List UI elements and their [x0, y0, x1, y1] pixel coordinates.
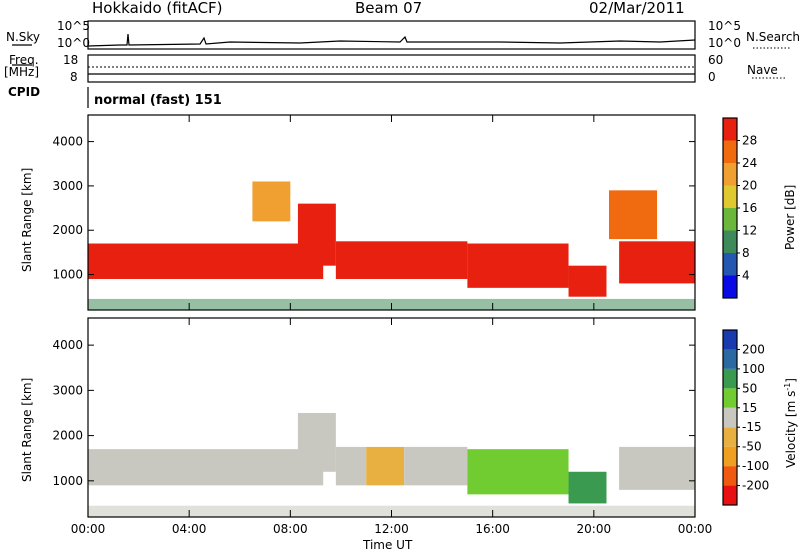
power-colorbar: 4 8 12 16 20 24 28 — [722, 117, 757, 299]
x-tick-label: 16:00 — [475, 522, 510, 536]
time-xlabel: Time UT — [363, 538, 413, 552]
scatter-band — [366, 446, 405, 486]
colorbar-segment — [723, 466, 737, 486]
beam-title: Beam 07 — [355, 0, 423, 17]
x-tick-label: 04:00 — [172, 522, 207, 536]
x-tick-label: 08:00 — [273, 522, 308, 536]
scatter-band — [467, 449, 569, 495]
scatter-band — [297, 412, 336, 472]
cpid-label: CPID — [8, 85, 41, 99]
colorbar-tick-label: 16 — [742, 201, 757, 215]
scatter-band — [568, 265, 607, 297]
colorbar-segment — [723, 140, 737, 163]
scatter-band — [619, 241, 695, 284]
colorbar-tick-label: 4 — [742, 269, 750, 283]
nsky-trace — [87, 33, 696, 47]
colorbar-segment — [723, 368, 737, 389]
colorbar-segment — [723, 275, 737, 298]
colorbar-segment — [723, 230, 737, 253]
y-tick-label: 4000 — [52, 338, 83, 352]
colorbar-frame — [722, 329, 738, 506]
power-colorbar-label: Power [dB] — [783, 184, 797, 250]
nave-tick-top: 60 — [708, 53, 724, 67]
y-tick-label: 4000 — [52, 135, 83, 149]
scatter-band — [404, 446, 468, 486]
scatter-band — [88, 243, 324, 279]
colorbar-segment — [723, 427, 737, 447]
colorbar-segment — [723, 163, 737, 186]
colorbar-tick-label: 100 — [742, 362, 765, 376]
colorbar-tick-label: -200 — [742, 479, 769, 493]
y-tick-label: 2000 — [52, 429, 83, 443]
scatter-band — [335, 446, 367, 486]
colorbar-tick-label: 15 — [742, 401, 757, 415]
scatter-band — [252, 181, 291, 222]
colorbar-segment — [723, 388, 737, 408]
cpid-mode: normal (fast) 151 — [94, 93, 222, 108]
x-tick-label: 12:00 — [374, 522, 409, 536]
colorbar-segment — [723, 118, 737, 141]
power-panel — [87, 114, 696, 311]
nave-tick-bottom: 0 — [708, 70, 716, 84]
colorbar-tick-label: 200 — [742, 342, 765, 356]
colorbar-tick-label: -50 — [742, 440, 762, 454]
freq-tick-bottom: 8 — [70, 70, 78, 84]
colorbar-segment — [723, 330, 737, 350]
colorbar-segment — [723, 208, 737, 231]
station-title: Hokkaido (fitACF) — [92, 0, 223, 17]
nsky-panel-frame — [87, 20, 696, 50]
y-tick-label: 3000 — [52, 383, 83, 397]
velocity-colorbar-label: Velocity [m s-1] — [783, 378, 798, 468]
freq-tick-top: 18 — [63, 53, 79, 67]
colorbar-tick-label: 12 — [742, 224, 757, 238]
velocity-ylabel: Slant Range [km] — [20, 377, 34, 482]
colorbar-tick-label: 28 — [742, 134, 757, 148]
power-ylabel: Slant Range [km] — [20, 167, 34, 272]
colorbar-tick-label: 50 — [742, 381, 757, 395]
colorbar-tick-label: -15 — [742, 420, 762, 434]
scatter-band — [619, 446, 695, 490]
freq-label: Freq. — [9, 53, 39, 67]
freq-unit: [MHz] — [4, 65, 40, 79]
colorbar-segment — [723, 446, 737, 467]
colorbar-segment — [723, 349, 737, 369]
nsky-tick-bottom: 10^0 — [57, 36, 90, 50]
colorbar-segment — [723, 485, 737, 505]
scatter-band — [568, 471, 607, 504]
nsearch-tick-top: 10^5 — [708, 19, 741, 33]
colorbar-tick-label: -100 — [742, 459, 769, 473]
colorbar-tick-label: 20 — [742, 179, 757, 193]
colorbar-tick-label: 24 — [742, 156, 757, 170]
scatter-band — [88, 449, 324, 486]
scatter-band — [467, 243, 569, 288]
scatter-band — [609, 190, 658, 240]
colorbar-tick-label: 8 — [742, 246, 750, 260]
colorbar-segment — [723, 253, 737, 276]
axes: 1000 2000 3000 4000 1000 2000 3000 4000 00:00 04:… — [52, 115, 712, 536]
scatter-band — [297, 203, 336, 266]
x-tick-label: 20:00 — [577, 522, 612, 536]
scatter-band — [335, 241, 468, 279]
date-title: 02/Mar/2011 — [589, 0, 685, 17]
nsky-label: N.Sky — [6, 30, 41, 44]
nsky-tick-top: 10^5 — [57, 19, 90, 33]
colorbar-segment — [723, 185, 737, 208]
y-tick-label: 3000 — [52, 179, 83, 193]
velocity-panel — [87, 317, 696, 518]
nsearch-tick-bottom: 10^0 — [708, 36, 741, 50]
freq-panel-frame — [87, 54, 696, 83]
y-tick-label: 2000 — [52, 223, 83, 237]
nsearch-label: N.Search — [746, 30, 800, 44]
colorbar-segment — [723, 407, 737, 428]
y-tick-label: 1000 — [52, 474, 83, 488]
x-tick-label: 00:00 — [678, 522, 713, 536]
x-tick-label: 00:00 — [71, 522, 106, 536]
velocity-colorbar: -200 -100 -50 -15 15 50 100 200 — [722, 329, 769, 506]
y-tick-label: 1000 — [52, 268, 83, 282]
nave-label: Nave — [747, 63, 778, 77]
